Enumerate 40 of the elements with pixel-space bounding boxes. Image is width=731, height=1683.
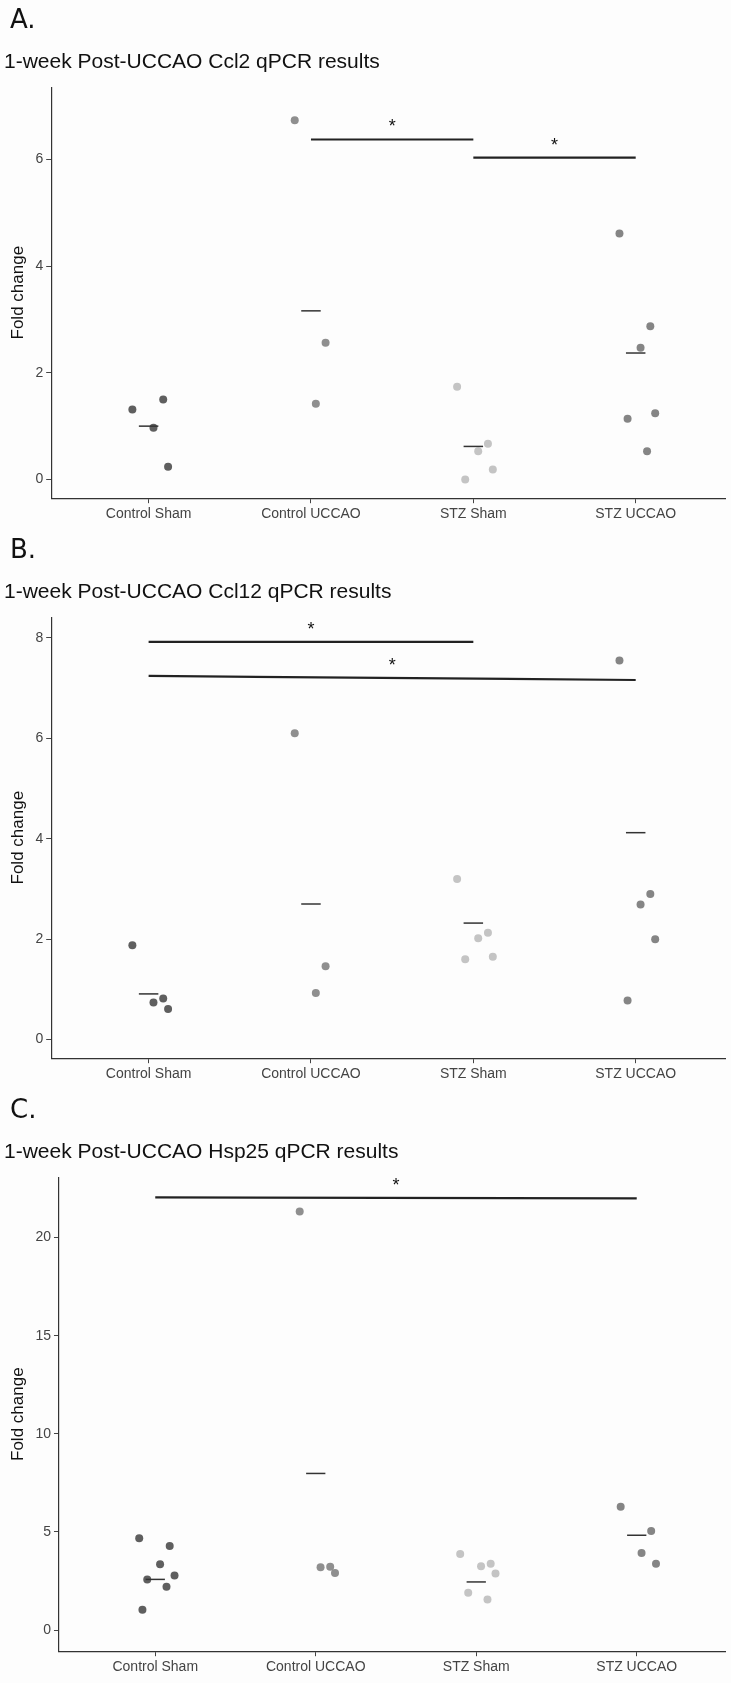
annotation: * [307,618,315,639]
y-tick-label: 20 [35,1228,52,1245]
y-tick-label: 4 [35,256,44,273]
chart-title: 1-week Post-UCCAO Ccl12 qPCR results [4,579,392,603]
annotation: * [388,116,396,137]
text: A. [10,3,36,34]
y-axis-title: Fold change [7,1367,27,1461]
x-tick-label: Control UCCAO [261,1065,361,1082]
annotation: * [388,654,396,675]
y-tick-label: 10 [35,1424,52,1441]
y-tick-label: 6 [35,150,44,167]
annotation: * [551,134,559,155]
chart-title: 1-week Post-UCCAO Hsp25 qPCR results [4,1139,399,1163]
y-tick-label: 6 [35,729,44,746]
y-tick-label: 2 [35,363,44,380]
x-tick-label: STZ UCCAO [596,1658,678,1675]
text: B. [10,533,37,564]
y-tick-label: 0 [43,1620,52,1637]
x-tick-label: Control Sham [112,1658,199,1675]
annotation: * [392,1174,400,1195]
y-axis-title: Fold change [7,245,27,340]
x-tick-label: STZ UCCAO [595,1065,677,1082]
x-tick-label: Control Sham [105,505,192,522]
y-tick-label: 5 [43,1522,52,1539]
x-tick-label: STZ Sham [439,505,507,522]
text: C. [10,1093,37,1124]
x-tick-label: STZ Sham [442,1658,510,1675]
y-tick-label: 8 [35,628,44,645]
x-tick-label: STZ UCCAO [595,505,677,522]
x-tick-label: Control UCCAO [261,505,361,522]
y-tick-label: 2 [35,930,44,947]
y-tick-label: 15 [35,1326,52,1343]
y-tick-label: 4 [35,829,44,846]
y-axis-title: Fold change [7,790,27,885]
y-tick-label: 0 [35,470,44,487]
y-tick-label: 0 [35,1030,44,1047]
x-tick-label: Control Sham [105,1065,192,1082]
x-tick-label: Control UCCAO [265,1658,366,1675]
x-tick-label: STZ Sham [439,1065,507,1082]
chart-title: 1-week Post-UCCAO Ccl2 qPCR results [4,49,380,73]
